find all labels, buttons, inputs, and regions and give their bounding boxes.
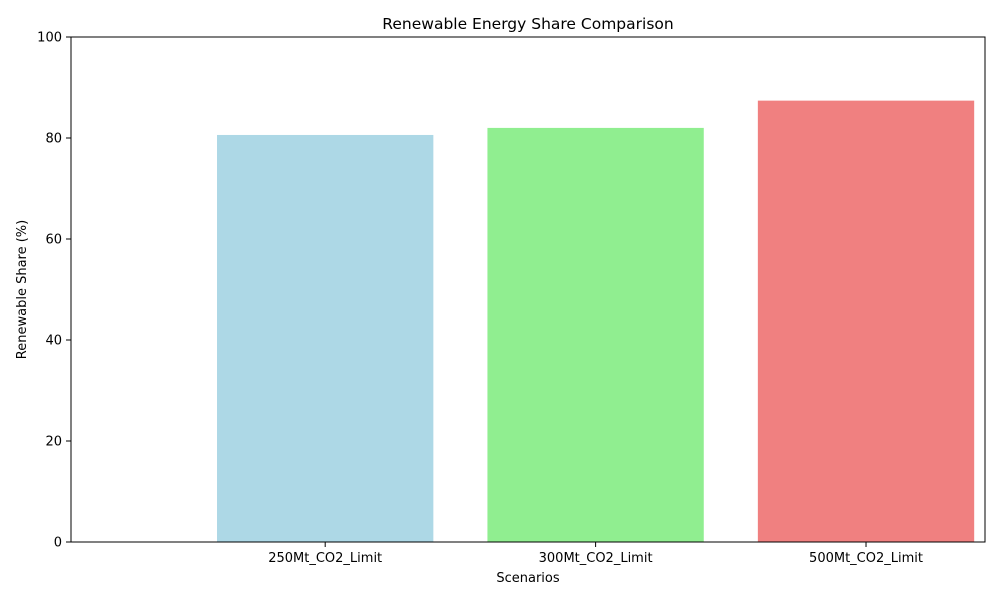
bar-250Mt_CO2_Limit: [217, 134, 434, 542]
plot-frame: [70, 36, 986, 543]
bars-layer: [217, 100, 975, 543]
bar-500Mt_CO2_Limit: [757, 100, 975, 542]
y-tick-label: 40: [45, 334, 62, 349]
y-tick-label: 80: [45, 132, 62, 147]
x-tick-label: 250Mt_CO2_Limit: [268, 551, 382, 566]
chart-title: Renewable Energy Share Comparison: [382, 15, 673, 33]
y-axis-ticks: 0 20 40 60 80 100: [37, 31, 71, 551]
y-axis-label: Renewable Share (%): [15, 220, 30, 359]
y-tick-label: 20: [45, 435, 62, 450]
bar-300Mt_CO2_Limit: [487, 127, 704, 543]
x-tick-label: 500Mt_CO2_Limit: [809, 551, 923, 566]
x-axis-label: Scenarios: [496, 571, 560, 586]
x-tick-label: 300Mt_CO2_Limit: [539, 551, 653, 566]
y-tick-label: 100: [37, 31, 62, 46]
y-tick-label: 60: [45, 233, 62, 248]
x-axis-ticks: 250Mt_CO2_Limit 300Mt_CO2_Limit 500Mt_CO2_…: [268, 542, 923, 566]
y-tick-label: 0: [54, 536, 62, 551]
